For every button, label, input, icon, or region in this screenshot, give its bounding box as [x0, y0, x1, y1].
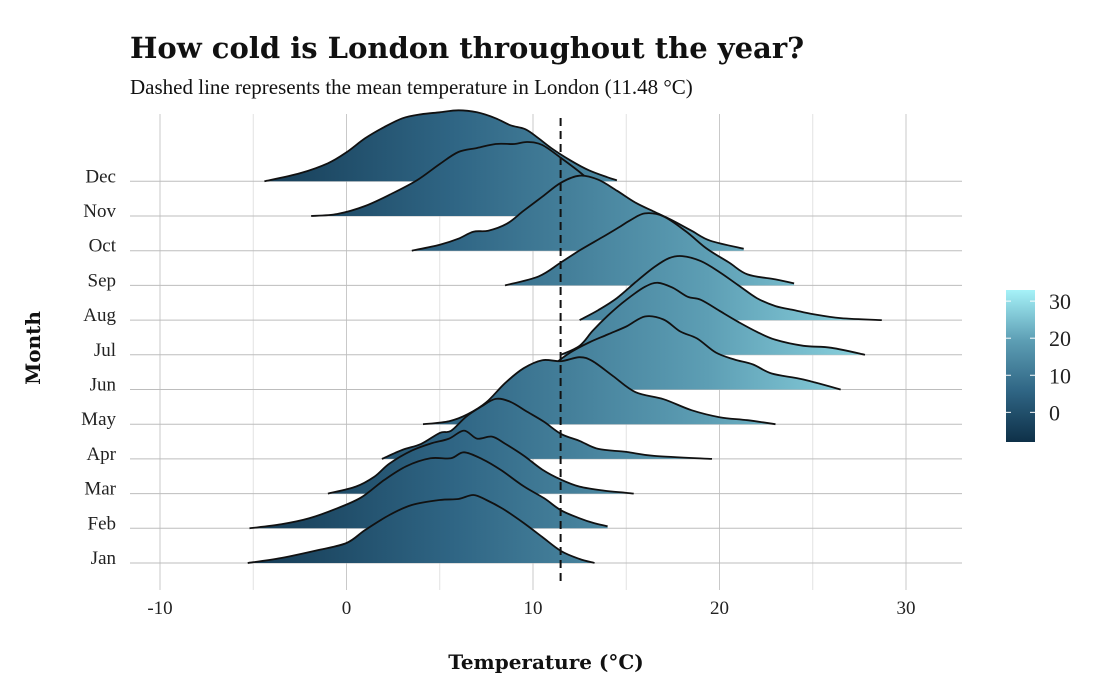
ridge-outline	[504, 212, 795, 287]
chart-title: How cold is London throughout the year?	[130, 31, 804, 65]
ridge-outline	[264, 109, 618, 183]
ridge-sep	[504, 212, 795, 287]
y-tick-label: Aug	[83, 305, 116, 326]
y-tick-label: Sep	[88, 270, 117, 291]
ridge-outline	[411, 174, 744, 252]
color-legend: 0 10 20 30	[1006, 289, 1071, 442]
y-axis-ticks: Jan Feb Mar Apr May Jun Jul Aug Sep Oct Nov Dec	[81, 166, 117, 569]
ridge-jan	[247, 494, 595, 564]
colorbar-label: 20	[1049, 326, 1071, 351]
colorbar-label: 0	[1049, 400, 1060, 425]
ridge-outline	[247, 494, 595, 564]
ridge-fill	[505, 213, 795, 286]
y-tick-label: Jul	[94, 340, 116, 361]
ridge-outline	[560, 281, 866, 356]
y-tick-label: Apr	[86, 444, 116, 465]
x-tick-label: 30	[897, 598, 916, 619]
y-tick-label: Jun	[90, 375, 117, 396]
colorbar-label: 30	[1049, 289, 1071, 314]
y-tick-label: Feb	[88, 513, 117, 534]
y-tick-label: May	[81, 409, 116, 430]
x-tick-label: -10	[147, 598, 172, 619]
y-tick-label: Oct	[89, 236, 117, 257]
ridge-outline	[381, 397, 713, 460]
chart-subtitle: Dashed line represents the mean temperat…	[130, 75, 693, 99]
x-tick-label: 0	[342, 598, 352, 619]
colorbar	[1006, 290, 1035, 442]
x-tick-label: 20	[710, 598, 729, 619]
x-axis-title: Temperature (°C)	[448, 650, 644, 674]
x-axis-ticks: -10 0 10 20 30	[147, 598, 915, 619]
ridge-fill	[249, 452, 608, 529]
ridge-outline	[506, 315, 841, 391]
colorbar-label: 10	[1049, 363, 1071, 388]
ridges	[247, 109, 882, 564]
x-tick-label: 10	[524, 598, 543, 619]
ridge-feb	[249, 451, 608, 530]
y-axis-title: Month	[21, 311, 45, 385]
ridge-outline	[249, 451, 608, 530]
ridge-outline	[579, 255, 882, 321]
ridge-outline	[327, 429, 634, 495]
y-tick-label: Dec	[85, 166, 116, 187]
y-tick-label: Jan	[91, 548, 117, 569]
y-tick-label: Mar	[84, 479, 116, 500]
y-tick-label: Nov	[83, 201, 116, 222]
